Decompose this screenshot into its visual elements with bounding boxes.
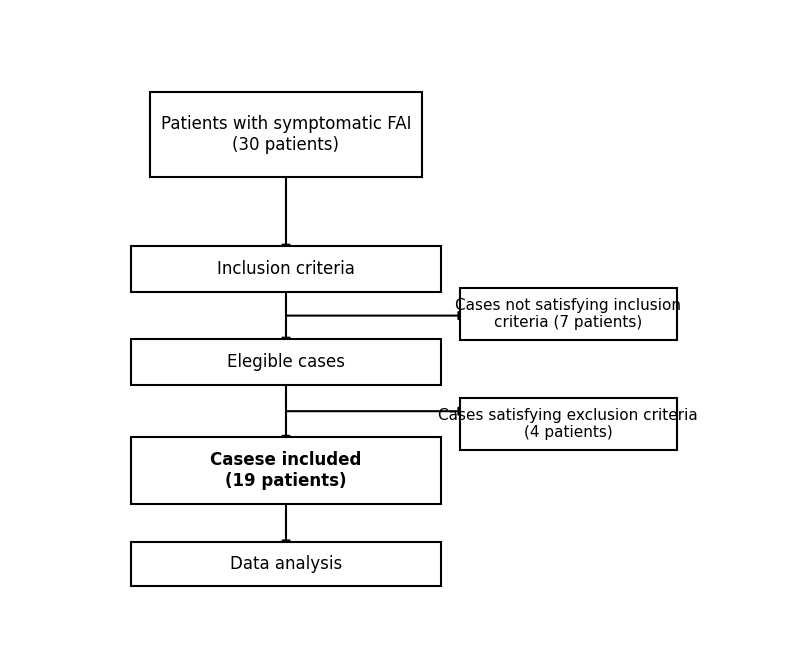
Text: Inclusion criteria: Inclusion criteria — [217, 260, 355, 278]
Text: Patients with symptomatic FAI
(30 patients): Patients with symptomatic FAI (30 patien… — [161, 115, 411, 154]
Bar — [131, 339, 441, 385]
Text: Data analysis: Data analysis — [230, 555, 342, 572]
Bar — [131, 541, 441, 586]
Text: Cases not satisfying inclusion
criteria (7 patients): Cases not satisfying inclusion criteria … — [455, 298, 681, 330]
Text: Cases satisfying exclusion criteria
(4 patients): Cases satisfying exclusion criteria (4 p… — [438, 408, 698, 440]
Bar — [459, 289, 677, 340]
Text: Elegible cases: Elegible cases — [227, 353, 345, 371]
Bar — [150, 92, 422, 177]
Text: Casese included
(19 patients): Casese included (19 patients) — [210, 451, 362, 490]
Bar — [131, 246, 441, 293]
Bar — [459, 399, 677, 450]
Bar — [131, 437, 441, 504]
